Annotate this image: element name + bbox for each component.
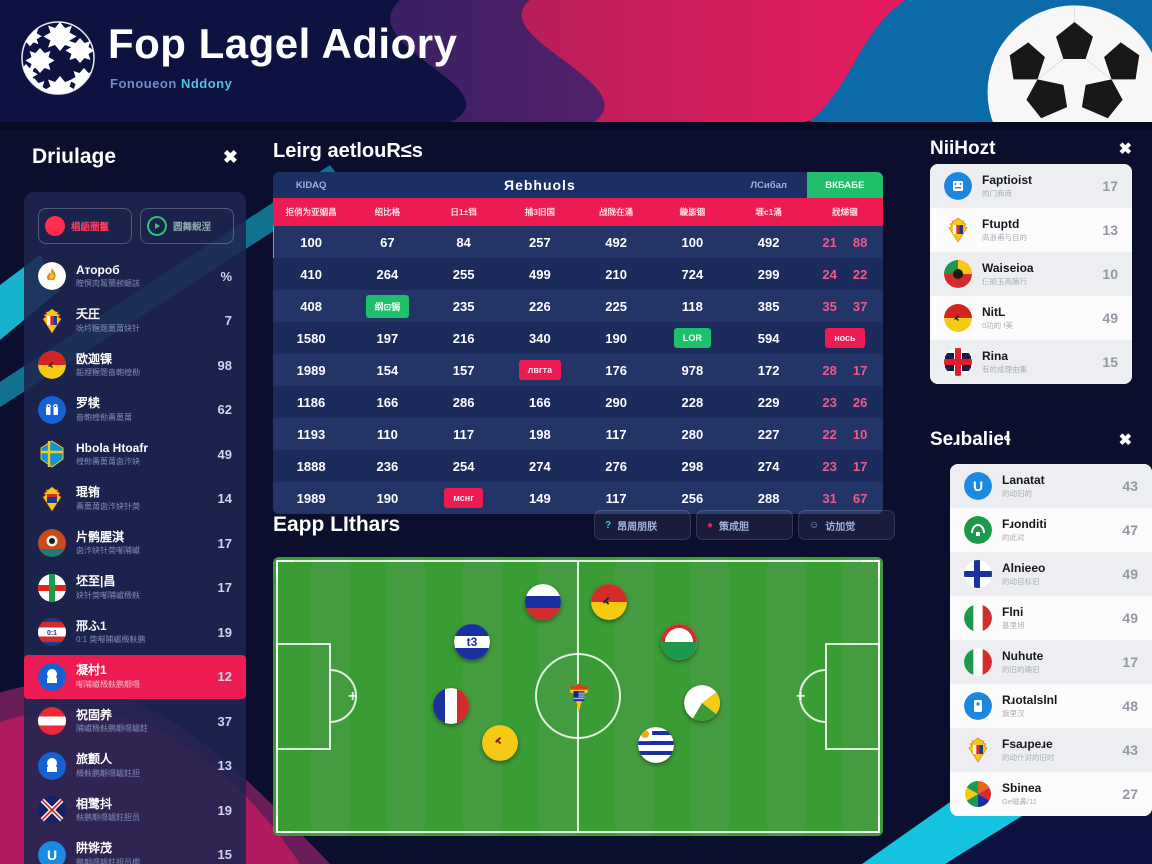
svg-text:t3: t3	[467, 635, 478, 649]
svg-text:U: U	[47, 847, 57, 863]
svg-text:U: U	[973, 478, 983, 494]
svg-text:0:1: 0:1	[47, 630, 57, 637]
